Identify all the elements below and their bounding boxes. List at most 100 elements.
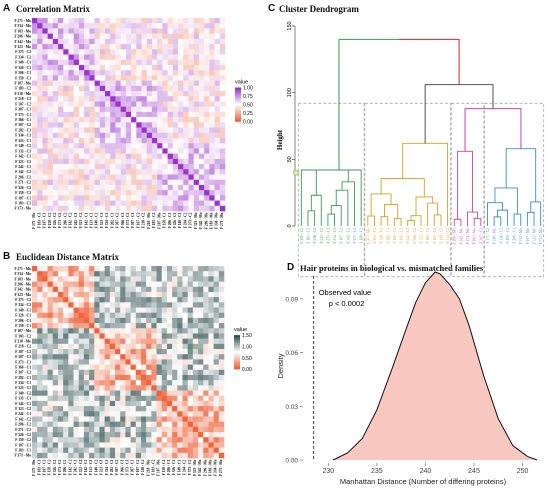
heatmap-cell bbox=[68, 343, 74, 350]
heatmap-cell bbox=[89, 447, 95, 454]
heatmap-cell bbox=[161, 426, 168, 433]
heatmap-cell bbox=[68, 80, 75, 87]
heatmap-cell bbox=[78, 297, 85, 303]
row-label: F 218 - C2 bbox=[15, 345, 31, 349]
heatmap-cell bbox=[203, 447, 209, 454]
heatmap-cell bbox=[47, 406, 54, 412]
heatmap-cell bbox=[105, 106, 111, 113]
heatmap-cell bbox=[151, 44, 158, 50]
heatmap-cell bbox=[188, 158, 195, 165]
heatmap-cell bbox=[32, 447, 38, 454]
heatmap-cell bbox=[162, 179, 168, 186]
legend-swatch bbox=[235, 103, 241, 106]
heatmap-cell bbox=[151, 91, 158, 97]
heatmap-cell bbox=[68, 200, 75, 207]
heatmap-cell bbox=[136, 91, 142, 97]
heatmap-cell bbox=[151, 307, 157, 313]
heatmap-cell bbox=[172, 374, 178, 381]
leaf-label: F 282 - C1 bbox=[386, 228, 390, 244]
heatmap-cell bbox=[63, 286, 69, 293]
heatmap-cell bbox=[131, 49, 137, 55]
heatmap-cell bbox=[89, 421, 95, 428]
row-label: F 282 - C1 bbox=[15, 128, 31, 132]
heatmap-cell bbox=[125, 364, 131, 371]
heatmap-cell bbox=[83, 374, 90, 381]
heatmap-cell bbox=[130, 312, 137, 319]
heatmap-cell bbox=[135, 276, 142, 282]
heatmap-cell bbox=[192, 390, 199, 397]
heatmap-cell bbox=[94, 447, 100, 454]
heatmap-cell bbox=[63, 148, 69, 154]
row-label: F 183 - C2 bbox=[15, 334, 31, 338]
heatmap-cell bbox=[52, 91, 59, 97]
heatmap-cell bbox=[115, 369, 121, 376]
legend-swatch bbox=[235, 109, 241, 112]
heatmap-cell bbox=[42, 406, 48, 412]
heatmap-cell bbox=[146, 23, 153, 29]
column-label: F 149 - C2 bbox=[94, 459, 98, 475]
heatmap-cell bbox=[47, 452, 54, 459]
heatmap-cell bbox=[63, 307, 69, 313]
heatmap-cell bbox=[219, 18, 226, 24]
heatmap-cell bbox=[156, 359, 163, 365]
density-area bbox=[333, 272, 538, 460]
heatmap-cell bbox=[42, 395, 48, 402]
heatmap-cell bbox=[32, 106, 38, 113]
heatmap-cell bbox=[84, 132, 90, 139]
heatmap-cell bbox=[89, 28, 95, 34]
heatmap-cell bbox=[37, 174, 43, 181]
heatmap-cell bbox=[58, 179, 64, 186]
heatmap-cell bbox=[204, 23, 210, 29]
heatmap-cell bbox=[63, 122, 69, 128]
heatmap-cell bbox=[172, 452, 178, 459]
heatmap-cell bbox=[166, 349, 173, 355]
heatmap-cell bbox=[172, 64, 179, 71]
heatmap-cell bbox=[151, 158, 158, 165]
heatmap-cell bbox=[198, 369, 204, 376]
heatmap-cell bbox=[218, 338, 225, 345]
heatmap-cell bbox=[193, 158, 200, 165]
heatmap-cell bbox=[115, 302, 121, 308]
heatmap-cell bbox=[99, 421, 105, 428]
heatmap-cell bbox=[47, 101, 54, 107]
heatmap-cell bbox=[151, 369, 157, 376]
heatmap-cell bbox=[42, 297, 48, 303]
heatmap-cell bbox=[146, 447, 152, 454]
heatmap-cell bbox=[178, 174, 184, 181]
heatmap-cell bbox=[109, 426, 116, 433]
heatmap-cell bbox=[135, 307, 142, 313]
y-tick-label: 0.09 bbox=[285, 296, 298, 303]
heatmap-cell bbox=[99, 452, 105, 459]
heatmap-cell bbox=[183, 85, 189, 92]
heatmap-cell bbox=[131, 18, 137, 24]
leaf-label: F 334 - C2 bbox=[446, 228, 450, 244]
heatmap-cell bbox=[213, 364, 220, 371]
heatmap-cell bbox=[214, 132, 221, 139]
heatmap-cell bbox=[52, 59, 59, 66]
heatmap-cell bbox=[89, 148, 95, 154]
heatmap-cell bbox=[203, 307, 209, 313]
heatmap-cell bbox=[32, 281, 38, 288]
heatmap-cell bbox=[203, 390, 209, 397]
heatmap-cell bbox=[208, 343, 214, 350]
heatmap-cell bbox=[141, 153, 148, 160]
heatmap-cell bbox=[52, 266, 59, 272]
row-label: F 206 - C1 bbox=[15, 71, 31, 75]
heatmap-cell bbox=[198, 291, 204, 298]
heatmap-cell bbox=[203, 297, 209, 303]
heatmap-cell bbox=[68, 127, 75, 134]
heatmap-cell bbox=[187, 266, 194, 272]
heatmap-cell bbox=[182, 385, 188, 391]
heatmap-cell bbox=[63, 369, 69, 376]
heatmap-cell bbox=[83, 354, 90, 360]
heatmap-cell bbox=[131, 54, 137, 61]
heatmap-cell bbox=[37, 143, 43, 149]
heatmap-cell bbox=[52, 49, 59, 55]
heatmap-cell bbox=[84, 96, 90, 102]
leaf-label: F 334 - Mo bbox=[519, 228, 523, 244]
heatmap-cell bbox=[52, 106, 59, 113]
heatmap-cell bbox=[94, 312, 100, 319]
heatmap-cell bbox=[32, 400, 38, 407]
heatmap-cell bbox=[105, 38, 111, 45]
heatmap-cell bbox=[105, 148, 111, 154]
